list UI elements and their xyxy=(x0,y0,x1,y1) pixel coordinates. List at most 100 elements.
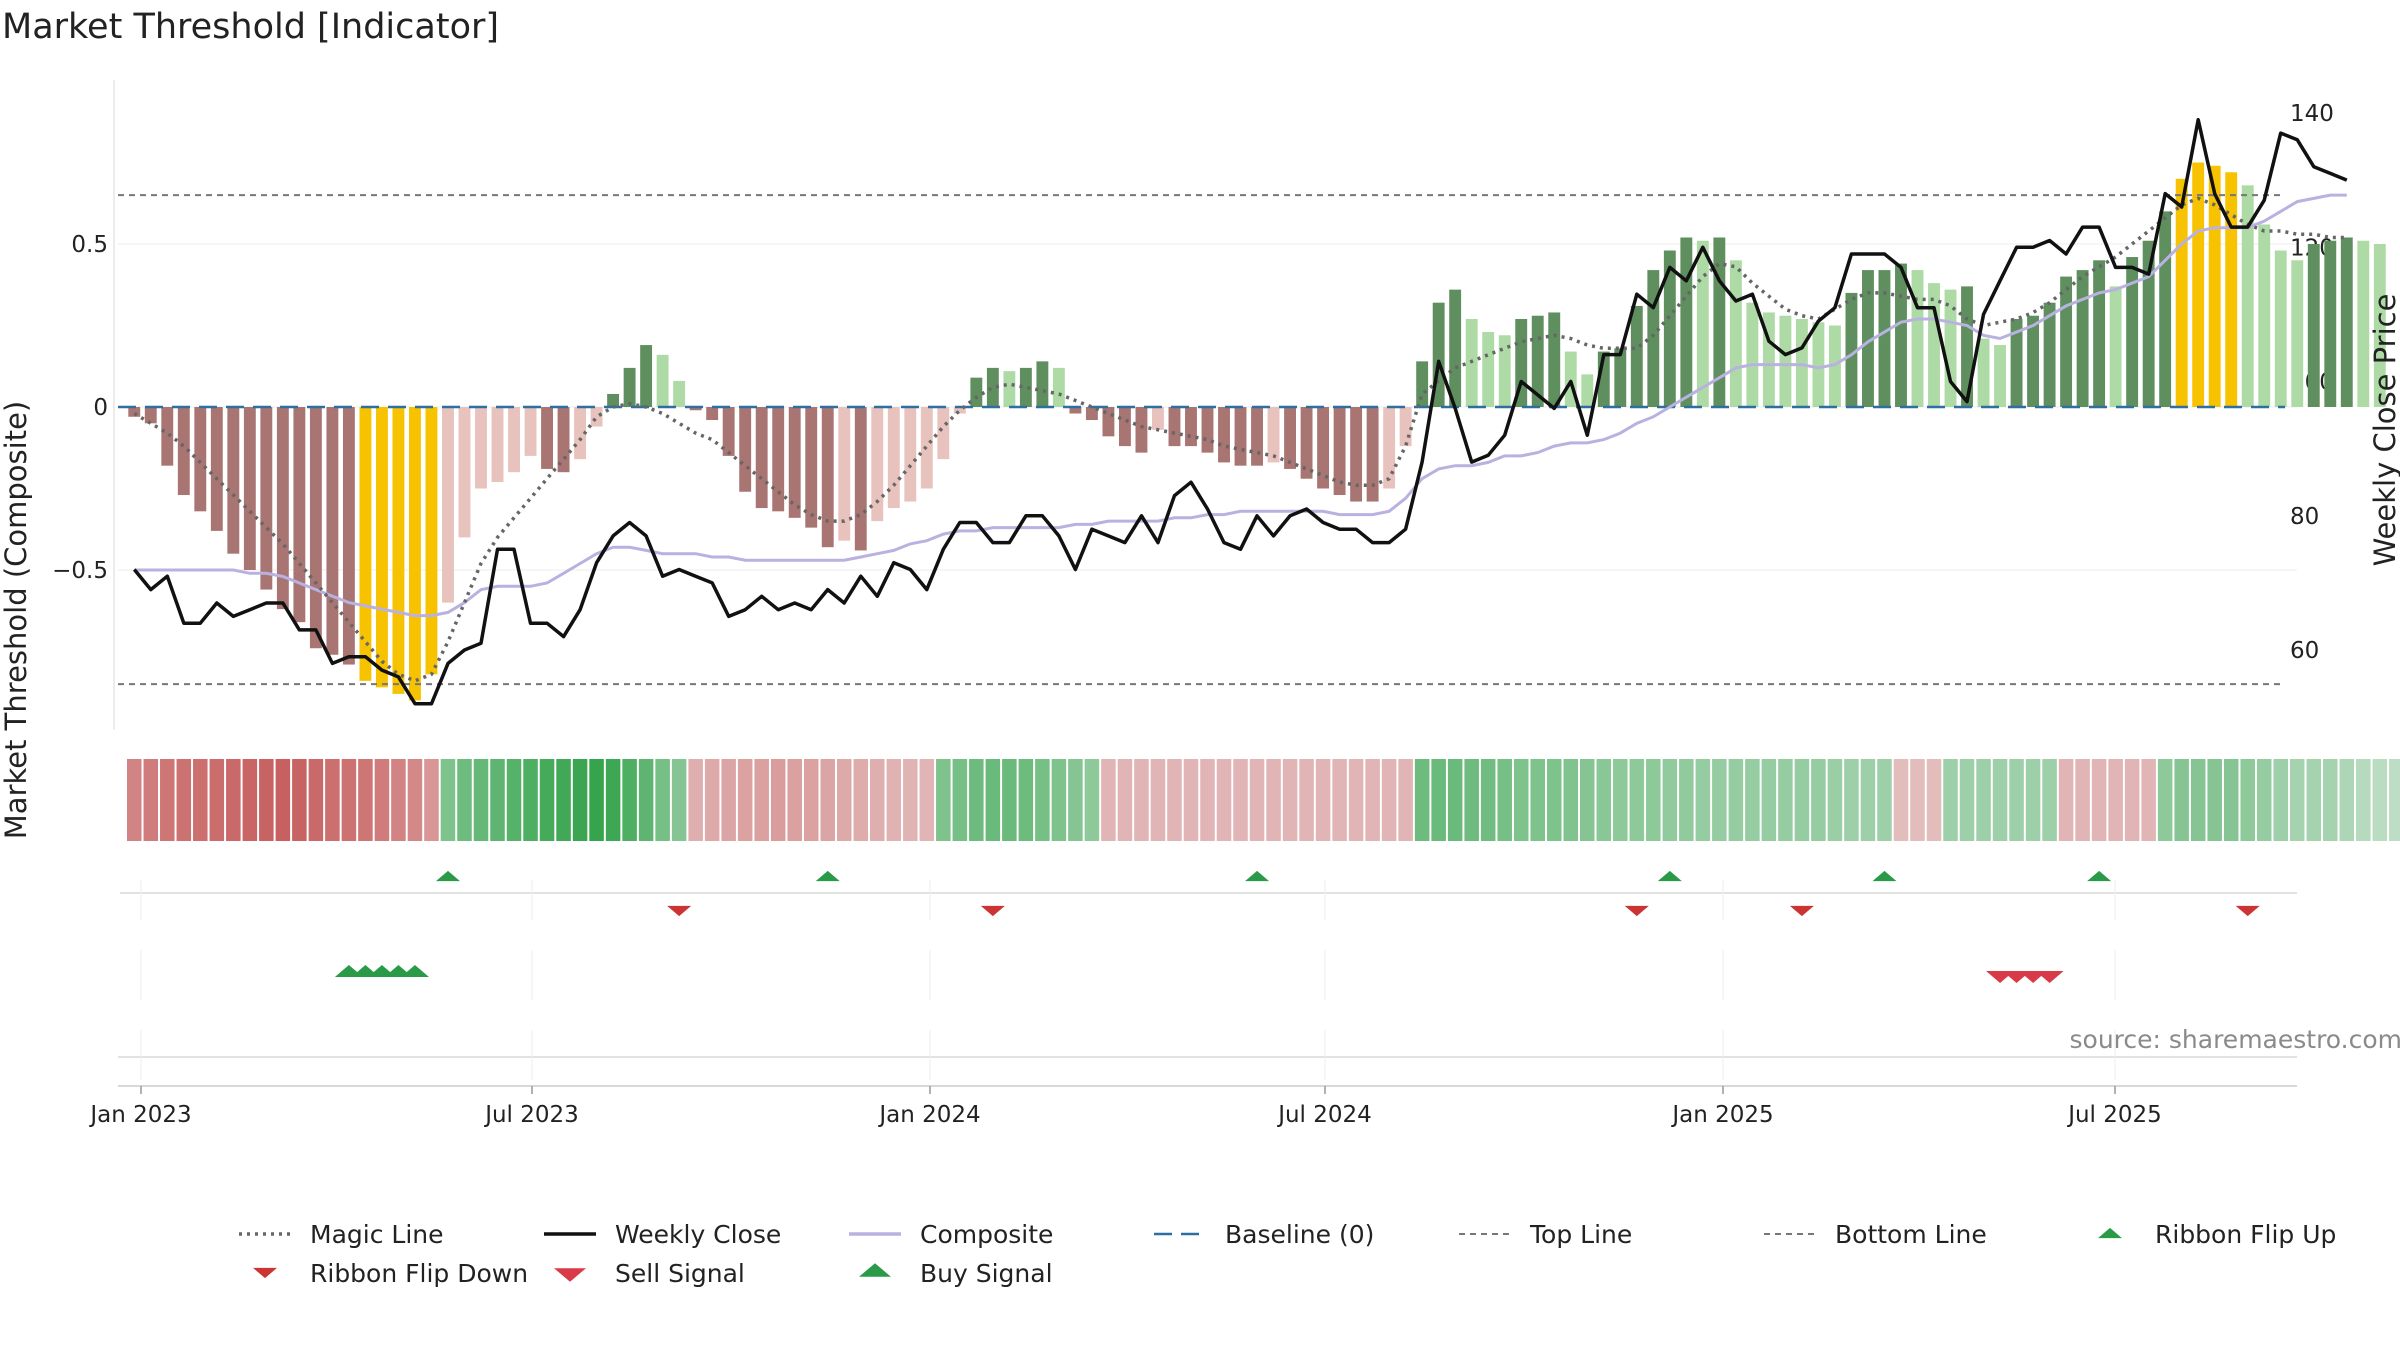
legend-label: Weekly Close xyxy=(615,1220,781,1249)
composite-bar xyxy=(342,407,355,665)
composite-bar xyxy=(2225,172,2238,407)
composite-bar xyxy=(1928,283,1940,407)
composite-bar xyxy=(2307,244,2320,407)
ribbon-cell xyxy=(341,759,357,841)
composite-bar xyxy=(1267,407,1280,463)
ribbon-cell xyxy=(1134,759,1149,841)
composite-bar xyxy=(1152,407,1164,430)
ribbon-cell xyxy=(1629,759,1645,841)
composite-bar xyxy=(607,393,620,407)
composite-line xyxy=(134,193,2347,618)
ribbon-cell xyxy=(539,759,555,841)
ribbon-cell xyxy=(704,759,720,841)
composite-bar xyxy=(2192,162,2205,407)
composite-bar xyxy=(590,407,603,427)
ribbon-cell xyxy=(1348,759,1364,841)
ribbon-cell xyxy=(1893,759,1909,841)
composite-bar xyxy=(326,407,339,655)
composite-bar xyxy=(359,407,372,681)
ribbon-cell xyxy=(2141,759,2156,841)
composite-bar xyxy=(276,407,289,610)
composite-bar xyxy=(2109,286,2122,407)
ribbon-cell xyxy=(556,759,571,841)
legend-label: Sell Signal xyxy=(615,1259,745,1288)
ribbon-cell xyxy=(1332,759,1347,841)
composite-bar xyxy=(557,407,570,473)
ribbon-cell xyxy=(2256,759,2272,841)
composite-bar xyxy=(1828,325,1841,407)
composite-bar xyxy=(1548,312,1561,407)
ribbon-cell xyxy=(1992,759,2008,841)
composite-bar xyxy=(475,407,487,489)
ribbon-cell xyxy=(754,759,769,841)
buy-signal-marker xyxy=(400,965,429,977)
composite-bar xyxy=(243,407,256,570)
composite-bar xyxy=(1762,312,1775,407)
ribbon-flip-up-marker xyxy=(1245,870,1270,882)
ribbon-cell xyxy=(1084,759,1100,841)
composite-bar xyxy=(970,377,983,407)
composite-bar xyxy=(1795,318,1808,407)
composite-bar xyxy=(656,354,669,407)
ribbon-cell xyxy=(2157,759,2173,841)
ribbon-cell xyxy=(638,759,654,841)
composite-bar xyxy=(1234,407,1247,466)
composite-bar xyxy=(1052,367,1065,407)
composite-bar xyxy=(1317,407,1330,489)
ribbon-cell xyxy=(2091,759,2107,841)
ribbon-cell xyxy=(2190,759,2206,841)
ribbon-cell xyxy=(1431,759,1446,841)
ribbon-cell xyxy=(1695,759,1711,841)
composite-bar xyxy=(1432,302,1445,407)
ribbon-cell xyxy=(1811,759,1826,841)
composite-bar xyxy=(2258,224,2271,407)
ribbon-cell xyxy=(176,759,192,841)
ribbon-cell xyxy=(1728,759,1744,841)
ribbon-cell xyxy=(1827,759,1843,841)
legend-swatch xyxy=(2098,1227,2122,1239)
composite-bar xyxy=(2357,240,2370,407)
composite-bar xyxy=(904,407,917,502)
ribbon-cell xyxy=(2108,759,2123,841)
x-tick-label: Jul 2024 xyxy=(1276,1102,1372,1128)
composite-bar xyxy=(1102,407,1115,437)
legend-swatch xyxy=(253,1267,277,1279)
ribbon-cell xyxy=(1613,759,1628,841)
ribbon-cell xyxy=(407,759,423,841)
ribbon-cell xyxy=(2174,759,2189,841)
ribbon-cell xyxy=(2372,759,2388,841)
composite-bar xyxy=(2175,178,2188,407)
legend-item: Buy Signal xyxy=(859,1259,1053,1288)
ribbon-cell xyxy=(1596,759,1612,841)
ribbon-cell xyxy=(1778,759,1793,841)
composite-bar xyxy=(1647,270,1660,407)
ribbon-cell xyxy=(242,759,258,841)
composite-bar xyxy=(986,367,999,407)
composite-bar xyxy=(1366,407,1379,502)
composite-bar xyxy=(1085,407,1098,421)
main-panel: 0.50−0.51401201008060 xyxy=(52,80,2386,730)
composite-bar xyxy=(2373,244,2386,407)
ribbon-cell xyxy=(836,759,852,841)
composite-bar xyxy=(1845,292,1858,407)
composite-bar xyxy=(1779,315,1792,407)
ribbon-cell xyxy=(1712,759,1727,841)
ribbon-cell xyxy=(2042,759,2057,841)
composite-bar xyxy=(1135,407,1148,453)
legend-item: Baseline (0) xyxy=(1154,1220,1374,1249)
ribbon-cell xyxy=(886,759,902,841)
composite-bar xyxy=(838,407,851,541)
ribbon-cell xyxy=(1926,759,1942,841)
legend-swatch xyxy=(554,1268,586,1282)
ribbon-cell xyxy=(1794,759,1810,841)
ribbon-flip-up-marker xyxy=(1657,870,1682,882)
composite-bar xyxy=(1862,270,1874,407)
composite-bar xyxy=(524,407,537,456)
ribbon-cell xyxy=(1117,759,1133,841)
ribbon-cell xyxy=(160,759,175,841)
magic-line xyxy=(133,196,2347,683)
composite-bar xyxy=(1614,348,1627,407)
ribbon-cell xyxy=(2207,759,2222,841)
ribbon-cell xyxy=(1646,759,1661,841)
legend-swatch xyxy=(859,1263,891,1277)
